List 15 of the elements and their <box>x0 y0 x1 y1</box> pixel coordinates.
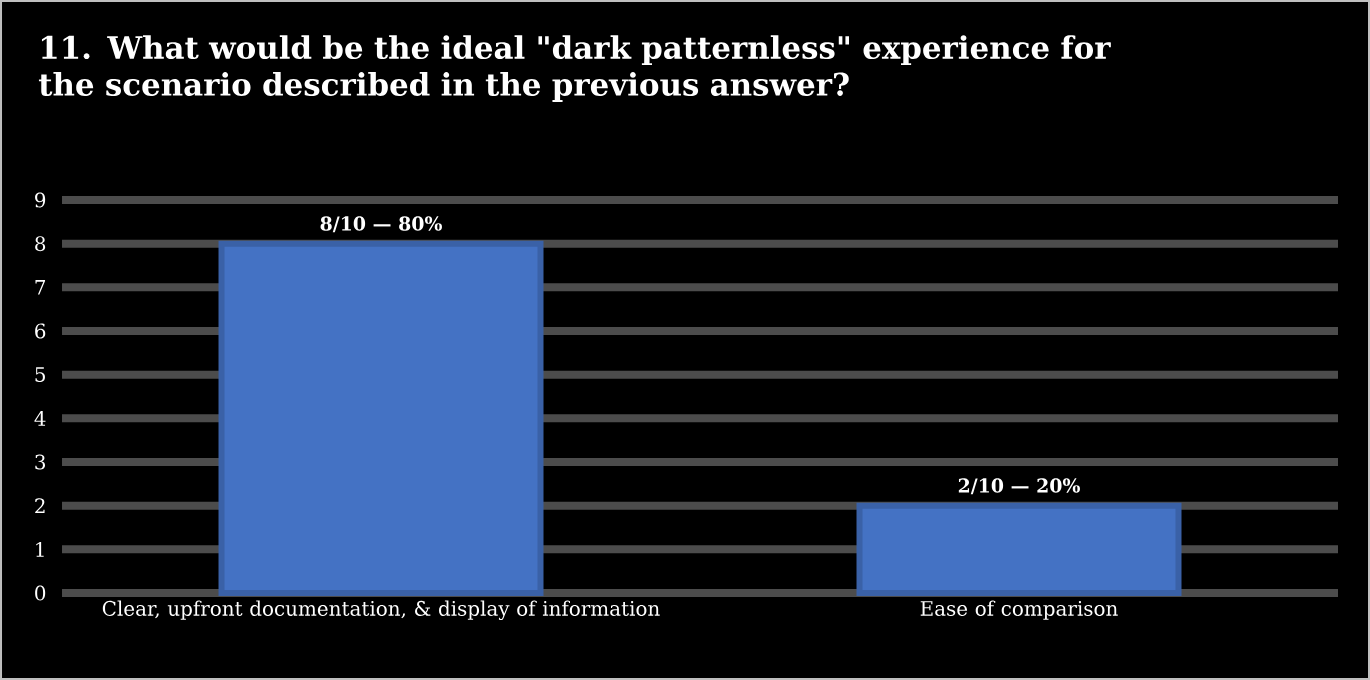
y-tick-label: 6 <box>35 323 46 339</box>
y-tick-label: 2 <box>35 498 45 514</box>
data-label: 2/10 — 20% <box>958 478 1080 495</box>
y-tick-label: 8 <box>35 236 46 252</box>
x-tick-label: Ease of comparison <box>920 600 1118 620</box>
x-tick-label: Clear, upfront documentation, & display of information <box>102 600 660 621</box>
y-tick-label: 1 <box>36 541 44 557</box>
chart-title: 11. What would be the ideal "dark patternless" experience for the scenario described in the previous answer? <box>38 35 1111 102</box>
y-tick-label: 4 <box>34 410 46 426</box>
y-tick-label: 0 <box>35 585 46 601</box>
y-tick-label: 9 <box>35 192 46 208</box>
data-label: 8/10 — 80% <box>320 216 442 233</box>
y-tick-label: 3 <box>35 454 46 470</box>
y-tick-label: 5 <box>35 367 45 383</box>
y-tick-label: 7 <box>35 280 46 295</box>
